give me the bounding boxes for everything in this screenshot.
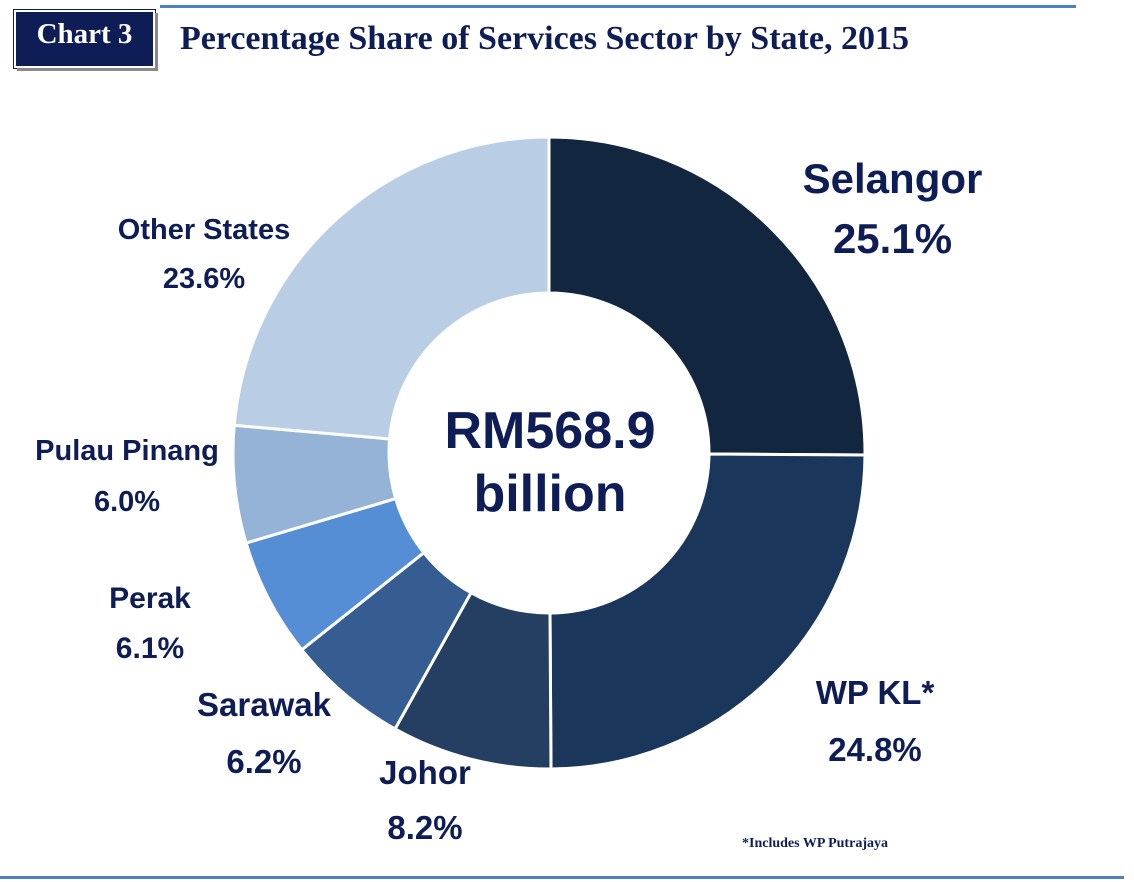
label-johor-value: 8.2% — [387, 809, 463, 846]
label-selangor: Selangor 25.1% — [800, 158, 985, 260]
slice-other-states — [232, 135, 551, 441]
top-rule — [160, 5, 1076, 8]
label-other-states-name: Other States — [117, 214, 291, 246]
label-sarawak-name: Sarawak — [197, 686, 331, 723]
chart-number-badge: Chart 3 — [14, 10, 155, 68]
label-wpkl-name: WP KL* — [815, 674, 935, 711]
label-sarawak: Sarawak 6.2% — [185, 688, 343, 778]
label-johor: Johor 8.2% — [360, 756, 490, 844]
label-perak-name: Perak — [109, 582, 191, 615]
donut-center-total: RM568.9 billion — [390, 400, 710, 527]
label-selangor-value: 25.1% — [832, 215, 953, 262]
label-pulau-pinang: Pulau Pinang 6.0% — [22, 437, 232, 517]
label-perak: Perak 6.1% — [95, 584, 205, 664]
label-other-states-value: 23.6% — [162, 263, 246, 295]
label-other-states: Other States 23.6% — [104, 216, 304, 294]
footnote: *Includes WP Putrajaya — [742, 836, 888, 851]
label-selangor-name: Selangor — [802, 155, 983, 202]
chart-title: Percentage Share of Services Sector by S… — [180, 20, 909, 57]
label-wpkl-value: 24.8% — [828, 731, 922, 768]
label-pulau-pinang-name: Pulau Pinang — [35, 435, 219, 467]
label-sarawak-value: 6.2% — [226, 743, 302, 780]
slice-selangor — [547, 135, 867, 457]
chart-number-text: Chart 3 — [36, 18, 133, 50]
label-pulau-pinang-value: 6.0% — [93, 486, 161, 518]
label-perak-value: 6.1% — [115, 632, 185, 665]
label-wpkl: WP KL* 24.8% — [790, 676, 960, 766]
donut-slices — [231, 135, 867, 771]
label-johor-name: Johor — [379, 754, 471, 791]
bottom-rule — [0, 876, 1124, 879]
center-total-amount: RM568.9 — [444, 402, 656, 460]
slice-wp-kl — [548, 452, 867, 771]
center-total-unit: billion — [473, 465, 627, 524]
